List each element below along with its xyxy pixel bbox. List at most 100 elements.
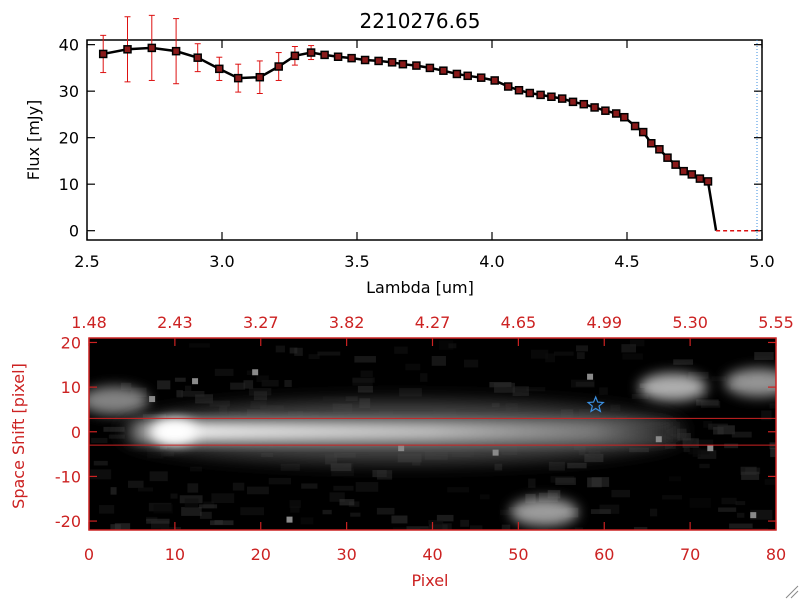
- trace-peak: [152, 418, 197, 445]
- noise-patch: [405, 363, 421, 371]
- spectrum-x-tick-label: 4.5: [614, 252, 639, 271]
- image-x-tick-label: 30: [336, 545, 356, 564]
- data-point: [255, 72, 265, 82]
- image-x-tick-label: 20: [251, 545, 271, 564]
- noise-patch: [289, 347, 298, 354]
- image-y-tick-label: -20: [55, 512, 81, 531]
- data-point: [611, 109, 621, 118]
- noise-patch: [587, 477, 602, 488]
- image-blob: [724, 368, 776, 397]
- spectrum-error-bars: [100, 14, 315, 94]
- noise-patch: [308, 354, 320, 360]
- data-point: [233, 73, 243, 83]
- resize-grip-icon[interactable]: [785, 585, 799, 599]
- noise-patch: [146, 518, 170, 524]
- noise-patch: [611, 489, 631, 498]
- noise-patch: [199, 511, 212, 519]
- data-point: [290, 51, 300, 61]
- data-point: [525, 88, 535, 98]
- spectrum-line: [102, 46, 718, 231]
- image-top-tick-label: 3.82: [329, 313, 365, 332]
- noise-patch: [322, 396, 345, 401]
- noise-patch: [512, 386, 529, 396]
- image-top-tick-label: 3.27: [243, 313, 279, 332]
- spectrum-x-axis-label: Lambda [um]: [366, 278, 474, 297]
- noise-patch: [354, 356, 376, 363]
- noise-patch: [189, 343, 210, 348]
- speckle: [252, 369, 259, 376]
- image-x-tick-label: 40: [422, 545, 442, 564]
- noise-patch: [718, 507, 737, 512]
- data-point: [147, 43, 157, 53]
- noise-patch: [631, 394, 649, 399]
- noise-patch: [621, 344, 637, 353]
- noise-patch: [345, 396, 358, 401]
- speckle: [750, 512, 757, 519]
- noise-patch: [301, 483, 318, 489]
- data-point: [374, 56, 383, 66]
- data-point: [514, 85, 524, 95]
- noise-patch: [181, 391, 205, 397]
- noise-patch: [750, 509, 773, 520]
- image-x-tick-label: 70: [680, 545, 700, 564]
- noise-patch: [769, 442, 776, 450]
- noise-patch: [436, 514, 454, 522]
- data-point: [425, 63, 435, 73]
- noise-patch: [246, 370, 254, 376]
- image-blob: [638, 373, 707, 402]
- noise-patch: [721, 497, 737, 505]
- noise-patch: [622, 353, 643, 360]
- noise-patch: [629, 339, 645, 347]
- spectrum-x-tick-label: 2.5: [74, 252, 99, 271]
- noise-patch: [769, 403, 776, 409]
- image-blob: [89, 386, 149, 415]
- noise-patch: [584, 453, 604, 463]
- noise-patch: [696, 439, 714, 447]
- image-panel: 0 10 20 30 40 50 60 70 80 1.48 2.43 3.27 3.82 4.27 4.…: [9, 313, 794, 590]
- noise-patch: [420, 373, 428, 382]
- noise-patch: [174, 377, 186, 382]
- noise-patch: [376, 470, 393, 480]
- image-speckles: [149, 369, 757, 523]
- spectrum-x-ticks: 2.5 3.0 3.5 4.0 4.5 5.0: [74, 40, 775, 271]
- speckle: [655, 436, 662, 443]
- spectrum-y-axis-label: Flux [mJy]: [24, 100, 43, 181]
- noise-patch: [576, 352, 585, 360]
- noise-patch: [574, 527, 584, 530]
- spectrum-x-tick-label: 4.0: [479, 252, 504, 271]
- noise-patch: [576, 345, 589, 352]
- spectral-trace: [131, 421, 673, 442]
- noise-patch: [392, 527, 407, 530]
- spectrum-points: [98, 43, 713, 186]
- speckle: [492, 449, 499, 456]
- noise-patch: [525, 493, 536, 504]
- image-x-tick-label: 0: [84, 545, 94, 564]
- noise-patch: [703, 420, 713, 428]
- noise-patch: [764, 479, 776, 485]
- noise-patch: [352, 377, 375, 383]
- noise-patch: [357, 385, 373, 393]
- image-y-tick-label: 20: [61, 333, 81, 352]
- data-point: [671, 160, 680, 169]
- image-x-axis-label: Pixel: [411, 571, 448, 590]
- image-content: [89, 339, 776, 530]
- noise-patch: [243, 380, 254, 389]
- image-top-tick-label: 4.99: [586, 313, 622, 332]
- noise-patch: [494, 463, 503, 471]
- data-point: [320, 50, 329, 60]
- noise-patch: [240, 507, 265, 516]
- data-point: [687, 170, 697, 179]
- speckle: [192, 378, 199, 385]
- data-point: [274, 62, 283, 71]
- noise-patch: [355, 482, 379, 492]
- data-point: [601, 106, 610, 115]
- spectrum-x-tick-label: 5.0: [749, 252, 774, 271]
- noise-patch: [91, 437, 108, 444]
- data-point: [490, 76, 499, 85]
- noise-patch: [570, 379, 595, 388]
- spectrum-y-tick-label: 30: [59, 82, 79, 101]
- image-top-tick-label: 1.48: [71, 313, 107, 332]
- noise-patch: [399, 388, 422, 397]
- noise-patch: [545, 353, 555, 363]
- speckle: [587, 373, 594, 380]
